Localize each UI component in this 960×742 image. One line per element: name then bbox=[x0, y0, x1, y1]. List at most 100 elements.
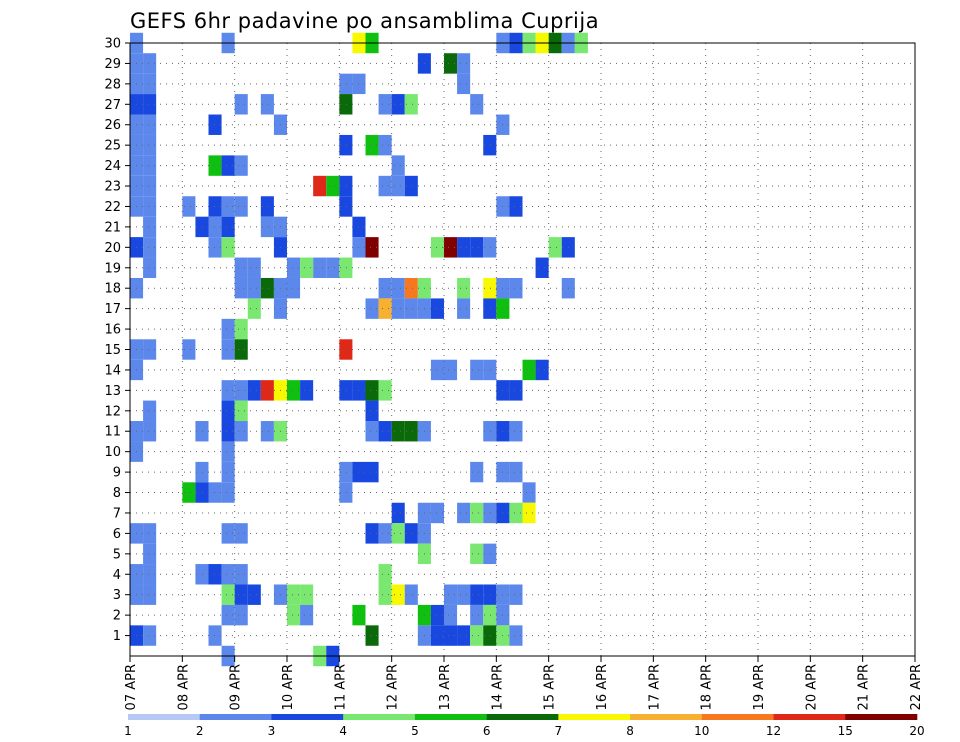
precip-cell bbox=[365, 400, 379, 422]
y-tick-label: 2 bbox=[113, 609, 121, 624]
precip-cell bbox=[313, 257, 327, 278]
precip-cell bbox=[339, 175, 353, 197]
x-tick-label: 07 APR bbox=[124, 664, 139, 710]
precip-cell bbox=[234, 604, 248, 626]
precip-cell bbox=[195, 216, 209, 238]
precip-cell bbox=[143, 257, 157, 278]
precip-cell bbox=[391, 421, 405, 442]
x-tick-label: 17 APR bbox=[647, 664, 662, 710]
precip-cell bbox=[182, 196, 196, 217]
precip-cell bbox=[444, 604, 458, 626]
precip-cell bbox=[470, 604, 484, 626]
precip-cell bbox=[509, 380, 523, 401]
precip-cell bbox=[260, 277, 274, 299]
precip-cell bbox=[221, 318, 235, 340]
precip-cell bbox=[522, 482, 536, 503]
precip-cell bbox=[509, 461, 523, 483]
precip-cell bbox=[509, 502, 523, 524]
y-tick-label: 23 bbox=[104, 180, 121, 195]
precip-cell bbox=[404, 94, 418, 115]
legend-swatch bbox=[845, 714, 918, 720]
precip-cell bbox=[339, 257, 353, 278]
precip-cell bbox=[457, 584, 471, 605]
x-axis: 07 APR 08 APR 09 APR 10 APR 11 APR 12 APR 13 A… bbox=[124, 656, 924, 710]
precip-cell bbox=[404, 277, 418, 299]
precip-cell bbox=[234, 257, 248, 278]
precip-cell bbox=[378, 134, 392, 156]
precip-cell bbox=[391, 523, 405, 544]
precip-cell bbox=[509, 196, 523, 217]
precip-cell bbox=[208, 564, 222, 585]
precip-cell bbox=[509, 625, 523, 646]
precip-cell bbox=[221, 400, 235, 422]
precip-cell bbox=[221, 339, 235, 360]
legend-swatch bbox=[343, 714, 416, 720]
x-tick-label: 10 APR bbox=[281, 664, 296, 710]
y-tick-label: 24 bbox=[104, 159, 121, 174]
precip-cell bbox=[378, 523, 392, 544]
precip-cell bbox=[378, 584, 392, 605]
precip-cell bbox=[535, 257, 549, 278]
precip-cell bbox=[221, 441, 235, 462]
precip-cell bbox=[444, 625, 458, 646]
precip-cell bbox=[483, 604, 497, 626]
precip-cell bbox=[483, 298, 497, 319]
y-tick-label: 21 bbox=[104, 220, 121, 235]
precip-cell bbox=[221, 604, 235, 626]
precip-cell bbox=[234, 94, 248, 115]
precip-cell bbox=[483, 543, 497, 565]
precip-cell bbox=[404, 421, 418, 442]
precip-cell bbox=[404, 584, 418, 605]
precip-cell bbox=[234, 380, 248, 401]
precip-cell bbox=[143, 564, 157, 585]
legend-label: 3 bbox=[268, 724, 276, 738]
y-tick-label: 14 bbox=[104, 363, 121, 378]
y-tick-label: 25 bbox=[104, 139, 121, 154]
precip-cell bbox=[143, 543, 157, 565]
precip-cell bbox=[221, 196, 235, 217]
y-tick-label: 5 bbox=[113, 547, 121, 562]
precip-cell bbox=[234, 277, 248, 299]
y-tick-label: 8 bbox=[113, 486, 121, 501]
precip-cell bbox=[509, 421, 523, 442]
legend-swatch bbox=[630, 714, 703, 720]
y-tick-label: 4 bbox=[113, 568, 121, 583]
precip-cell bbox=[522, 359, 536, 381]
precip-cell bbox=[208, 216, 222, 238]
y-tick-label: 18 bbox=[104, 282, 121, 297]
precip-cell bbox=[339, 482, 353, 503]
legend-swatch bbox=[199, 714, 272, 720]
precip-cell bbox=[182, 482, 196, 503]
legend-label: 2 bbox=[196, 724, 204, 738]
precip-cell bbox=[391, 584, 405, 605]
precip-cell bbox=[444, 53, 458, 74]
precip-cell bbox=[391, 502, 405, 524]
precip-cell bbox=[234, 400, 248, 422]
precip-cell bbox=[457, 502, 471, 524]
precip-cell bbox=[221, 421, 235, 442]
precip-cell bbox=[339, 196, 353, 217]
precip-cell bbox=[457, 53, 471, 74]
x-tick-label: 22 APR bbox=[909, 664, 924, 710]
precip-cell bbox=[339, 94, 353, 115]
precip-cell bbox=[430, 298, 444, 319]
legend-label: 4 bbox=[339, 724, 347, 738]
precip-cell bbox=[234, 584, 248, 605]
precip-cell bbox=[483, 625, 497, 646]
precip-cell bbox=[444, 584, 458, 605]
precip-cell bbox=[470, 543, 484, 565]
precip-cell bbox=[234, 523, 248, 544]
precip-cell bbox=[247, 277, 261, 299]
precip-cell bbox=[365, 380, 379, 401]
x-tick-label: 09 APR bbox=[229, 664, 244, 710]
precip-cell bbox=[287, 584, 301, 605]
precip-cell bbox=[430, 359, 444, 381]
y-tick-label: 6 bbox=[113, 527, 121, 542]
precip-cell bbox=[378, 277, 392, 299]
legend-label: 12 bbox=[766, 724, 781, 738]
precip-cell bbox=[287, 257, 301, 278]
precip-cell bbox=[234, 196, 248, 217]
precip-cell bbox=[287, 277, 301, 299]
y-tick-label: 17 bbox=[104, 302, 121, 317]
precip-cell bbox=[365, 237, 379, 258]
